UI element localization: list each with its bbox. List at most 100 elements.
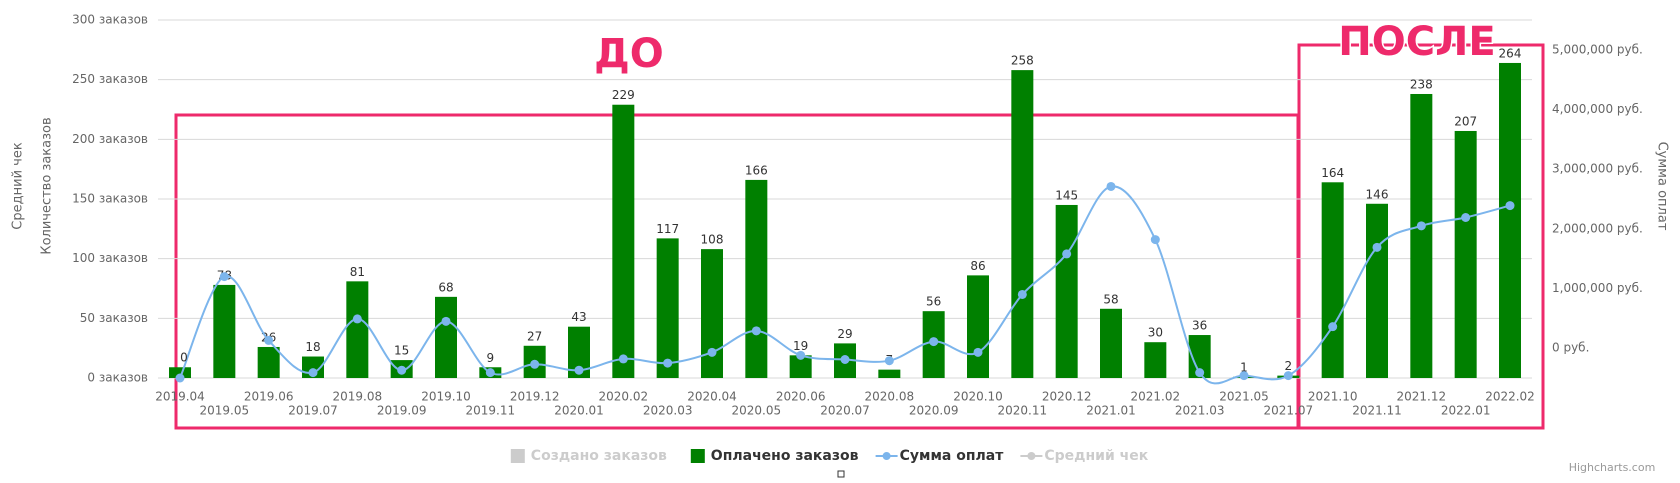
data-label: 164 xyxy=(1321,166,1344,180)
x-tick-label: 2021.10 xyxy=(1308,390,1358,404)
y-tick-label: 250 заказов xyxy=(72,72,148,86)
x-tick-label: 2020.03 xyxy=(643,404,693,418)
bar xyxy=(1366,203,1388,378)
x-tick-label: 2021.07 xyxy=(1264,404,1314,418)
data-label: 229 xyxy=(612,88,635,102)
point xyxy=(1150,235,1160,245)
x-tick-label: 2020.12 xyxy=(1042,390,1092,404)
data-label: 15 xyxy=(394,344,409,358)
data-label: 56 xyxy=(926,295,941,309)
x-tick-label: 2019.12 xyxy=(510,390,560,404)
point xyxy=(264,335,274,345)
bar xyxy=(745,179,768,378)
credits: Highcharts.com xyxy=(1569,461,1656,474)
x-tick-label: 2020.11 xyxy=(998,404,1048,418)
annotation: ПОСЛЕ xyxy=(1338,19,1495,65)
point xyxy=(352,314,362,324)
y2-tick-label: 5,000,000 руб. xyxy=(1552,42,1643,56)
point xyxy=(397,365,407,375)
legend-label: Сумма оплат xyxy=(900,448,1005,464)
data-label: 108 xyxy=(701,233,724,247)
point xyxy=(796,350,806,360)
x-tick-label: 2020.10 xyxy=(953,390,1003,404)
bar xyxy=(213,284,236,378)
bar xyxy=(1499,62,1521,379)
data-label: 207 xyxy=(1454,114,1477,128)
y-axis-title: Количество заказов xyxy=(40,117,55,254)
x-tick-label: 2021.02 xyxy=(1131,390,1181,404)
data-label: 2 xyxy=(1285,359,1293,373)
legend-label: Создано заказов xyxy=(531,448,667,464)
y-tick-label: 150 заказов xyxy=(72,192,148,206)
bar xyxy=(612,104,635,378)
y-tick-label: 0 заказов xyxy=(87,371,148,385)
data-label: 145 xyxy=(1055,188,1078,202)
legend-swatch xyxy=(690,449,705,463)
x-tick-label: 2020.01 xyxy=(554,404,604,418)
data-label: 9 xyxy=(487,351,495,365)
point xyxy=(929,337,939,347)
y-axis-title: Средний чек xyxy=(11,142,26,230)
x-tick-label: 2020.07 xyxy=(820,404,870,418)
x-tick-label: 2019.06 xyxy=(244,390,294,404)
point xyxy=(574,365,584,375)
point xyxy=(663,358,673,368)
point xyxy=(1505,201,1515,211)
x-tick-label: 2019.09 xyxy=(377,404,427,418)
bar xyxy=(1321,182,1344,378)
point xyxy=(1106,181,1116,191)
point xyxy=(219,272,229,282)
x-tick-label: 2019.07 xyxy=(288,404,338,418)
bar xyxy=(1011,70,1034,379)
bar xyxy=(1144,342,1167,378)
bar xyxy=(169,367,191,378)
data-label: 18 xyxy=(305,340,320,354)
bar xyxy=(1454,130,1477,378)
legend-label: Оплачено заказов xyxy=(711,448,859,464)
y2-tick-label: 3,000,000 руб. xyxy=(1552,162,1643,176)
x-tick-label: 2020.04 xyxy=(687,390,737,404)
x-tick-label: 2019.11 xyxy=(466,404,516,418)
x-tick-label: 2022.01 xyxy=(1441,404,1491,418)
y2-tick-label: 1,000,000 руб. xyxy=(1552,281,1643,295)
x-tick-label: 2019.10 xyxy=(421,390,471,404)
x-tick-label: 2019.05 xyxy=(200,404,250,418)
point xyxy=(1195,368,1205,378)
point xyxy=(884,356,894,366)
point xyxy=(1416,221,1426,231)
bar xyxy=(701,249,723,378)
x-tick-label: 2020.05 xyxy=(732,404,782,418)
data-label: 146 xyxy=(1366,187,1389,201)
data-label: 166 xyxy=(745,163,768,177)
after-box xyxy=(1297,43,1545,430)
data-label: 43 xyxy=(571,310,586,324)
point xyxy=(485,368,495,378)
y-tick-label: 300 заказов xyxy=(72,13,148,27)
point xyxy=(1283,371,1293,381)
x-tick-label: 2021.05 xyxy=(1219,390,1269,404)
nav-marker xyxy=(837,470,845,478)
point xyxy=(618,354,628,364)
data-label: 258 xyxy=(1011,54,1034,68)
x-tick-label: 2019.04 xyxy=(155,390,205,404)
x-tick-label: 2020.08 xyxy=(865,390,915,404)
bar xyxy=(568,326,590,378)
y2-tick-label: 4,000,000 руб. xyxy=(1552,102,1643,116)
bar xyxy=(967,275,989,378)
x-tick-label: 2022.02 xyxy=(1485,390,1535,404)
point xyxy=(1062,249,1072,259)
legend-swatch xyxy=(510,449,525,463)
point xyxy=(707,347,717,357)
x-tick-label: 2019.08 xyxy=(333,390,383,404)
data-label: 27 xyxy=(527,329,542,343)
legend-label: Средний чек xyxy=(1044,448,1148,464)
point xyxy=(1017,289,1027,299)
y-tick-label: 200 заказов xyxy=(72,132,148,146)
y2-axis-title: Сумма оплат xyxy=(1655,142,1670,231)
x-tick-label: 2020.09 xyxy=(909,404,959,418)
bar xyxy=(1100,308,1122,378)
point xyxy=(751,326,761,336)
data-label: 19 xyxy=(793,339,808,353)
data-label: 238 xyxy=(1410,77,1433,91)
point xyxy=(308,368,318,378)
